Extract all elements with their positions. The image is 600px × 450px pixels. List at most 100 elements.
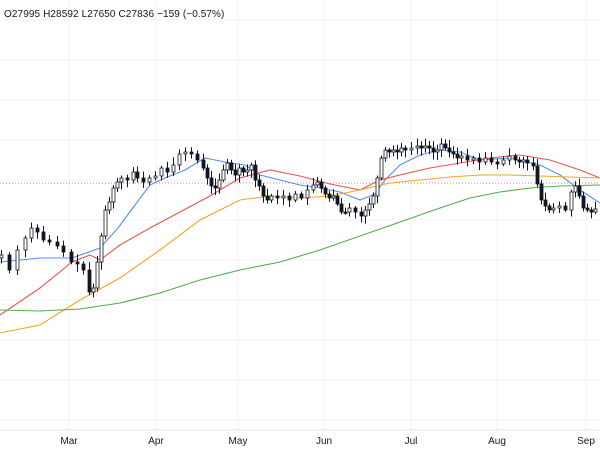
candle-body (107, 201, 112, 211)
candle-body (221, 169, 226, 181)
candle (159, 165, 164, 181)
candle (213, 178, 218, 196)
candle (15, 245, 20, 276)
candle (217, 173, 222, 194)
candle-body (99, 235, 104, 263)
candle-body (209, 177, 214, 187)
candle-body (547, 205, 552, 211)
candle (23, 235, 28, 258)
candle (363, 205, 368, 224)
candle (455, 147, 460, 165)
x-tick-label: Sep (577, 436, 595, 447)
candle-body (447, 147, 452, 153)
candle-body (589, 209, 594, 213)
candle-body (569, 191, 574, 211)
green-ma-line (0, 184, 600, 312)
candle (375, 175, 380, 204)
candle (91, 283, 96, 298)
candle-body (395, 149, 400, 153)
candle-body (439, 143, 444, 151)
candle-body (367, 203, 372, 211)
candle-body (115, 181, 120, 189)
candle (535, 159, 540, 188)
candle-body (327, 193, 332, 199)
candle (563, 202, 568, 213)
candle-body (195, 153, 200, 161)
candle-body (265, 195, 270, 201)
candle (379, 155, 384, 181)
candle (241, 165, 246, 177)
candle-body (29, 227, 34, 239)
candle (501, 156, 506, 167)
candle (489, 151, 494, 166)
candle-body (0, 254, 4, 259)
candle (323, 185, 328, 199)
candle (61, 240, 66, 257)
candle-body (513, 155, 518, 161)
candle-body (531, 162, 536, 167)
candle (339, 198, 344, 215)
candle-body (435, 149, 440, 153)
candle (447, 140, 452, 158)
legend-open: O27995 (4, 9, 41, 20)
candle-body (299, 193, 304, 199)
candle (147, 175, 152, 186)
candle (99, 232, 104, 270)
candle-body (103, 209, 108, 237)
x-tick-label: Jul (405, 436, 418, 447)
candle (551, 203, 556, 214)
candle (281, 190, 286, 206)
candle (577, 178, 582, 199)
candle (409, 142, 414, 155)
candle (47, 235, 52, 246)
candle (347, 203, 352, 217)
candle (265, 188, 270, 204)
candle (201, 153, 206, 171)
candle (557, 201, 562, 214)
candle (367, 197, 372, 216)
candle (107, 196, 112, 214)
candle-body (343, 211, 348, 214)
candle-body (241, 167, 246, 173)
candle (221, 164, 226, 183)
candle-body (201, 159, 206, 169)
candle (451, 146, 456, 159)
candle (141, 171, 146, 188)
candle-body (539, 183, 544, 201)
candle (507, 148, 512, 166)
candle (253, 160, 258, 188)
candle-body (371, 195, 376, 205)
candle (465, 148, 470, 167)
candle (581, 191, 586, 212)
candle-body (495, 161, 500, 165)
candle (517, 156, 522, 168)
candle (589, 207, 594, 219)
candle-body (423, 145, 428, 149)
candle-body (153, 175, 158, 179)
candle-body (573, 185, 578, 193)
x-tick-label: Aug (488, 436, 506, 447)
candles (0, 138, 598, 298)
candle-body (477, 157, 482, 163)
candle (131, 167, 136, 184)
candle (399, 142, 404, 157)
candle-body (281, 195, 286, 199)
candle-body (501, 159, 506, 165)
grid-lines (0, 0, 600, 431)
candle (585, 203, 590, 213)
candle-body (35, 227, 40, 233)
candle-body (387, 149, 392, 153)
candle-body (249, 164, 254, 171)
candle-body (409, 147, 414, 151)
candle (531, 157, 536, 171)
candle (293, 190, 298, 203)
candle (521, 156, 526, 169)
candle (471, 155, 476, 165)
candle-body (55, 241, 60, 247)
candle (103, 205, 108, 240)
candle (209, 170, 214, 194)
x-tick-label: May (229, 436, 248, 447)
candle-body (111, 187, 116, 203)
